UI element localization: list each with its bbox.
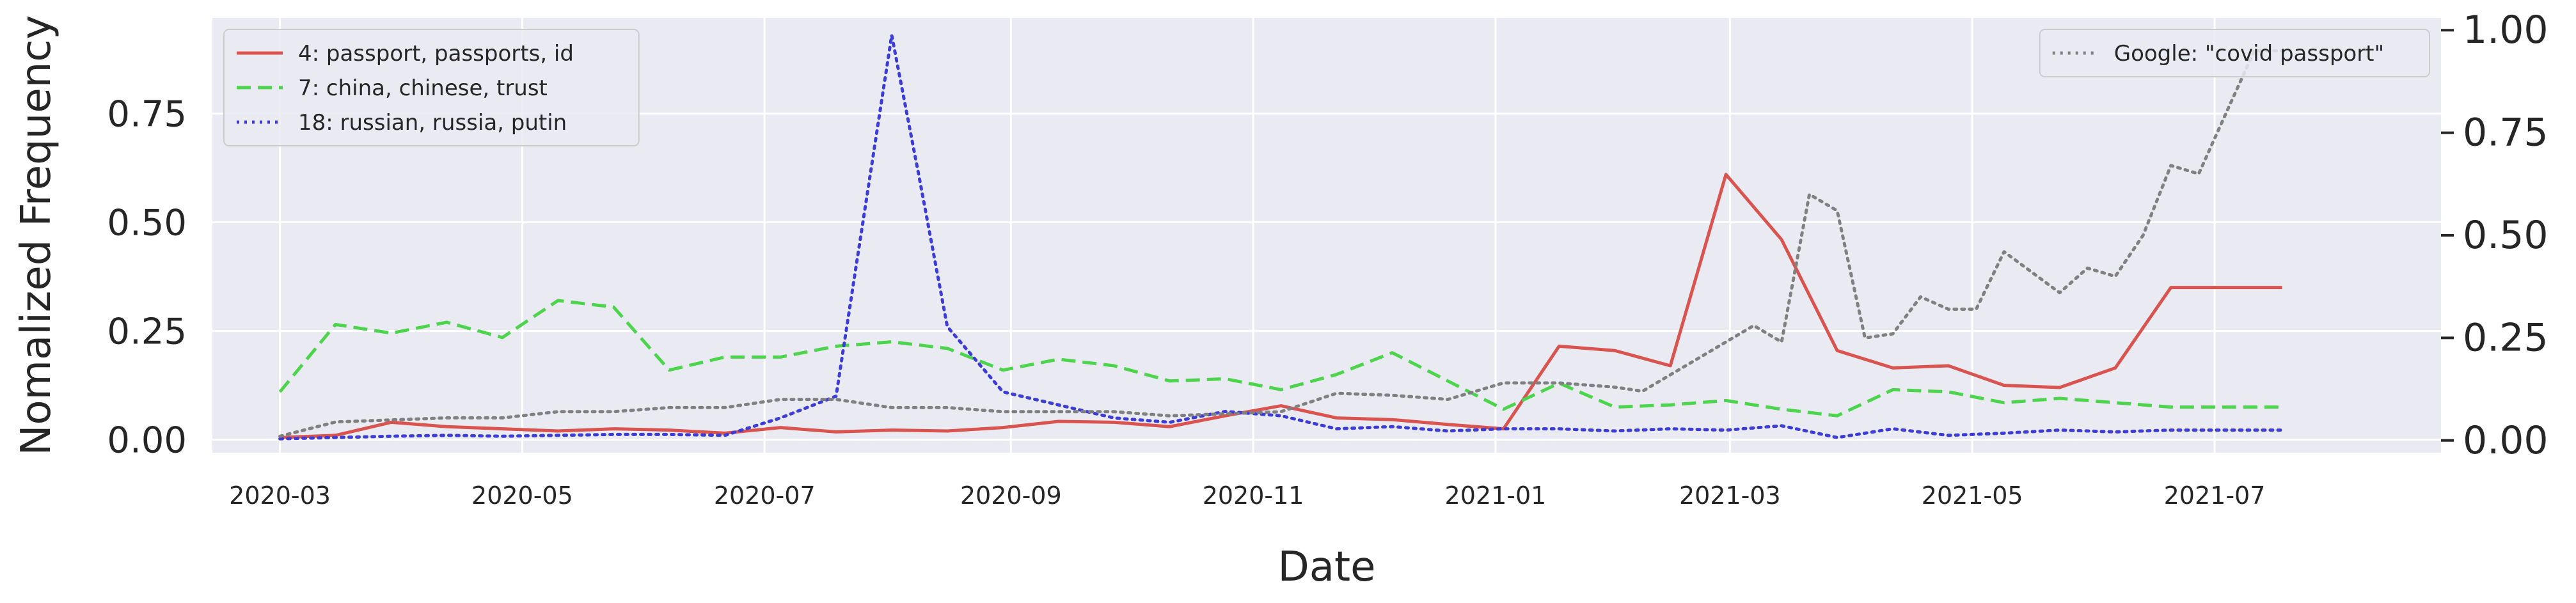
legend-label: 4: passport, passports, id xyxy=(298,41,574,67)
series-layer xyxy=(278,33,2284,441)
series-line-2 xyxy=(278,299,2282,418)
y-tick-label-right: 0.00 xyxy=(2463,418,2548,463)
legend-box xyxy=(2039,29,2430,77)
axes: 2020-03 2020-05 2020-07 2020-09 2020-11 2021-… xyxy=(107,8,2548,510)
x-tick-label: 2021-05 xyxy=(1922,482,2023,510)
y-tick-label-right: 0.75 xyxy=(2463,111,2548,155)
y-tick-label-left: 0.25 xyxy=(107,311,187,353)
legend-label: 18: russian, russia, putin xyxy=(298,110,567,136)
x-tick-label: 2021-03 xyxy=(1679,482,1781,510)
legend-label: 7: china, chinese, trust xyxy=(298,75,548,101)
x-tick-label: 2020-11 xyxy=(1203,482,1304,510)
series-line-1 xyxy=(280,173,2282,439)
legend-left: 4: passport, passports, id 7: china, chin… xyxy=(223,29,640,146)
y-axis-title: Nomalized Frequency xyxy=(13,15,60,456)
legend-right: Google: "covid passport" xyxy=(2039,29,2430,77)
x-tick-label: 2020-09 xyxy=(960,482,1062,510)
y-tick-label-right: 1.00 xyxy=(2463,8,2548,52)
legend-box xyxy=(223,29,640,146)
x-axis-title: Date xyxy=(1278,544,1376,591)
legend-label: Google: "covid passport" xyxy=(2114,41,2384,67)
y-tick-label-left: 0.75 xyxy=(107,94,187,136)
series-line-4 xyxy=(278,49,2284,438)
x-tick-label: 2020-03 xyxy=(229,482,331,510)
x-tick-label: 2020-07 xyxy=(714,482,816,510)
x-tick-label: 2021-07 xyxy=(2164,482,2266,510)
y-tick-label-left: 0.50 xyxy=(107,203,187,244)
y-tick-label-left: 0.00 xyxy=(107,420,187,462)
grid xyxy=(212,18,2441,453)
x-tick-label: 2020-05 xyxy=(471,482,573,510)
y-tick-label-right: 0.50 xyxy=(2463,213,2548,258)
x-tick-label: 2021-01 xyxy=(1445,482,1547,510)
y-tick-label-right: 0.25 xyxy=(2463,315,2548,360)
